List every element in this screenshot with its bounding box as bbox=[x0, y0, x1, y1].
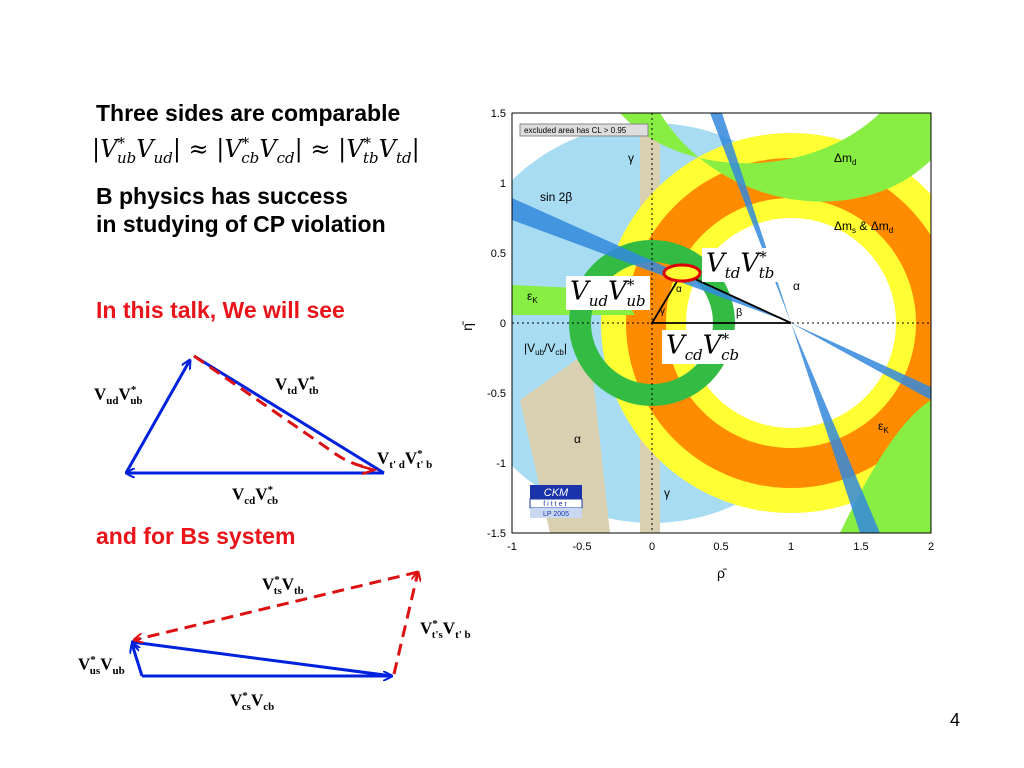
svg-text:-1.5: -1.5 bbox=[487, 528, 506, 540]
label-alpha-right: α bbox=[793, 279, 800, 293]
y-tick-labels: 1.5 1 0.5 0 -0.5 -1 -1.5 bbox=[487, 108, 506, 540]
overlay-vtd-vtb: VtdV*tb bbox=[702, 248, 779, 282]
heading-b-physics: B physics has success in studying of CP … bbox=[96, 183, 386, 237]
svg-text:CKM: CKM bbox=[544, 487, 569, 499]
ckm-unitarity-triangle bbox=[650, 271, 792, 324]
label-vcd-vcb: VcdV*cb bbox=[232, 484, 279, 508]
label-vubvcb: |Vub/Vcb| bbox=[524, 341, 567, 357]
svg-text:-0.5: -0.5 bbox=[487, 388, 506, 400]
svg-text:1.5: 1.5 bbox=[491, 108, 506, 120]
svg-text:0.5: 0.5 bbox=[713, 541, 728, 553]
bd-triangle-diagram bbox=[124, 354, 385, 510]
label-dmd: Δmd bbox=[834, 151, 856, 167]
bs-side-vts-vtb bbox=[132, 642, 393, 678]
slide-number: 4 bbox=[950, 710, 961, 730]
bs-side-dashed-top bbox=[134, 570, 419, 640]
svg-text:-0.5: -0.5 bbox=[573, 541, 592, 553]
label-gamma-top: γ bbox=[628, 151, 634, 165]
label-gamma-bottom: γ bbox=[664, 486, 670, 500]
label-alpha-apex: α bbox=[676, 284, 682, 295]
legend-note: excluded area has CL > 0.95 bbox=[524, 126, 627, 135]
ckmfitter-logo: CKM fitter LP 2005 bbox=[529, 485, 583, 518]
label-vts-vtb: V*tsVtb bbox=[262, 574, 304, 598]
heading-bs-system: and for Bs system bbox=[96, 523, 296, 549]
label-beta: β bbox=[736, 307, 742, 319]
bd-side-vud-vub bbox=[124, 360, 190, 474]
svg-text:2: 2 bbox=[928, 541, 934, 553]
label-vud-vub: VudV*ub bbox=[94, 384, 143, 408]
label-vtd-vtb: VtdV*tb bbox=[275, 374, 319, 398]
y-axis-label: η̄ bbox=[460, 321, 475, 331]
legend-note-box bbox=[519, 123, 649, 137]
label-dms-dmd: Δms & Δmd bbox=[834, 219, 893, 235]
svg-text:LP 2005: LP 2005 bbox=[543, 511, 569, 518]
label-vus-vub: V*usVub bbox=[78, 654, 125, 678]
unitarity-formula: |V*ubVud| ≈ |V*cbVcd| ≈ |V*tbVtd| bbox=[92, 134, 420, 167]
svg-text:1.5: 1.5 bbox=[853, 541, 868, 553]
svg-text:0.5: 0.5 bbox=[491, 248, 506, 260]
x-axis-label: ρ̄ bbox=[717, 565, 727, 581]
bd-side-vtd-vtb bbox=[193, 354, 385, 475]
bs-side-vus-vub bbox=[132, 644, 144, 677]
apex-ellipse bbox=[662, 263, 702, 283]
svg-text:0: 0 bbox=[500, 318, 506, 330]
epsk-band-upper bbox=[620, 113, 931, 202]
svg-text:1: 1 bbox=[500, 178, 506, 190]
label-epsk-right: εK bbox=[878, 419, 889, 435]
label-vtps-vtpb: V*t'sVt' b bbox=[420, 618, 471, 642]
bs-triangle-diagram bbox=[120, 560, 440, 690]
svg-text:fitter: fitter bbox=[543, 501, 569, 508]
label-epsk-left: εK bbox=[527, 289, 538, 305]
heading-comparable: Three sides are comparable bbox=[96, 100, 401, 126]
label-vcs-vcb: V*csVcb bbox=[230, 690, 275, 714]
label-gamma-apex: γ bbox=[660, 306, 665, 317]
label-vtpd-vtpb: Vt' dV*t' b bbox=[377, 448, 433, 472]
ckm-fit-plot: excluded area has CL > 0.95 -1 -0.5 0 0.… bbox=[460, 108, 934, 581]
label-sin2b: sin 2β bbox=[540, 190, 572, 204]
bs-side-vtps-vtpb bbox=[392, 572, 418, 675]
label-alpha-left: α bbox=[574, 432, 581, 446]
overlay-vcd-vcb: VcdV*cb bbox=[662, 330, 744, 364]
svg-text:-1: -1 bbox=[507, 541, 517, 553]
svg-text:0: 0 bbox=[649, 541, 655, 553]
overlay-vud-vub: VudV*ub bbox=[566, 276, 650, 310]
heading-in-this-talk: In this talk, We will see bbox=[96, 297, 345, 323]
x-tick-labels: -1 -0.5 0 0.5 1 1.5 2 bbox=[507, 541, 934, 553]
svg-text:1: 1 bbox=[788, 541, 794, 553]
svg-text:-1: -1 bbox=[496, 458, 506, 470]
